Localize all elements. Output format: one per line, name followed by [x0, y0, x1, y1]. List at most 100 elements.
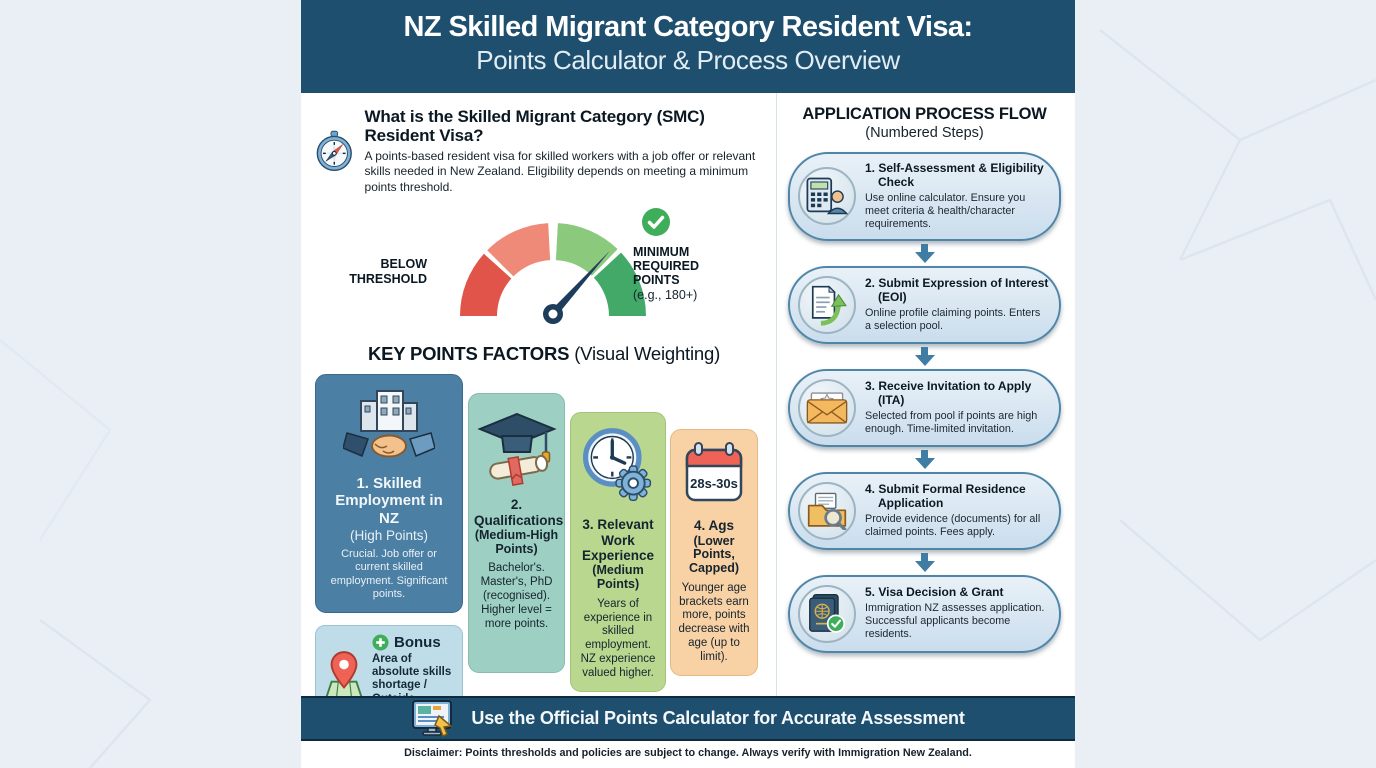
plus-circle-icon	[372, 633, 389, 651]
footer-text: Use the Official Points Calculator for A…	[471, 708, 965, 728]
step-title: 1. Self-Assessment & Eligibility Check	[865, 161, 1044, 189]
bonus-card: Bonus Area of absolute skills shortage /…	[315, 624, 463, 696]
poster-main: What is the Skilled Migrant Category (SM…	[301, 93, 1075, 696]
flow-arrow-down	[788, 243, 1061, 263]
factor-card-skilled-employment: 1. Skilled Employment in NZ (High Points…	[315, 374, 463, 613]
factor-column-1: 1. Skilled Employment in NZ (High Points…	[315, 374, 463, 696]
folder-magnifier-icon	[807, 492, 847, 530]
factor-card-age: 28s-30s 4. Ags (Lower Points, Capped) Yo…	[670, 429, 758, 676]
gauge-dial	[460, 223, 646, 325]
buildings-handshake-icon	[342, 390, 436, 458]
factor-card-qualifications: 2. Qualifications (Medium-High Points) B…	[468, 393, 565, 674]
left-column: What is the Skilled Migrant Category (SM…	[315, 93, 773, 696]
factors-section-heading: KEY POINTS FACTORS (Visual Weighting)	[315, 343, 773, 365]
arrow-head	[914, 354, 935, 366]
step-icon-circle	[798, 584, 856, 643]
step-description: Immigration NZ assesses application. Suc…	[865, 602, 1045, 641]
disclaimer-text: Disclaimer: Points thresholds and polici…	[301, 741, 1075, 768]
step-title: 3. Receive Invitation to Apply (ITA)	[865, 378, 1032, 407]
check-circle-icon	[642, 208, 670, 237]
step-text: 1. Self-Assessment & Eligibility Check U…	[865, 161, 1049, 231]
footer-banner: Use the Official Points Calculator for A…	[301, 696, 1075, 741]
right-column: APPLICATION PROCESS FLOW (Numbered Steps…	[776, 93, 1061, 696]
points-gauge: BELOW THRESHOLD	[315, 205, 773, 335]
intro-text: What is the Skilled Migrant Category (SM…	[365, 107, 773, 195]
bonus-body: Area of absolute skills shortage / Outsi…	[372, 652, 452, 696]
arrow-stem	[921, 346, 928, 355]
process-steps: 1. Self-Assessment & Eligibility Check U…	[788, 152, 1061, 653]
step-description: Selected from pool if points are high en…	[865, 409, 1038, 435]
step-icon-circle	[798, 378, 856, 437]
bonus-title-row: Bonus	[372, 634, 455, 651]
bonus-text: Bonus Area of absolute skills shortage /…	[372, 634, 455, 696]
gauge-pass-block: MINIMUM REQUIRED POINTS (e.g., 180+)	[633, 207, 737, 302]
step-description: Use online calculator. Ensure you meet c…	[865, 191, 1026, 230]
factor-subtitle: (High Points)	[349, 527, 429, 543]
step-icon-circle	[798, 167, 856, 226]
arrow-head	[914, 251, 935, 263]
intro-heading: What is the Skilled Migrant Category (SM…	[364, 107, 705, 146]
graduation-cap-scroll-icon	[477, 413, 557, 487]
intro-section: What is the Skilled Migrant Category (SM…	[315, 107, 773, 195]
factors-heading-main: KEY POINTS FACTORS	[367, 343, 570, 365]
factor-subtitle: (Medium-High Points)	[474, 527, 559, 556]
factor-title: 1. Skilled Employment in NZ	[335, 475, 443, 527]
factor-subtitle: (Medium Points)	[592, 563, 644, 592]
calendar-age-range: 28s-30s	[690, 476, 738, 491]
step-title: 5. Visa Decision & Grant	[865, 585, 1004, 600]
arrow-stem	[921, 552, 928, 561]
intro-body: A points-based resident visa for skilled…	[364, 149, 756, 194]
infographic-poster: NZ Skilled Migrant Category Resident Vis…	[301, 0, 1075, 768]
step-text: 3. Receive Invitation to Apply (ITA) Sel…	[865, 378, 1049, 436]
document-arrow-icon	[811, 285, 847, 326]
process-flow-subheading: (Numbered Steps)	[865, 125, 984, 141]
step-description: Provide evidence (documents) for all cla…	[865, 512, 1041, 538]
flow-arrow-down	[788, 449, 1061, 469]
gauge-needle	[550, 250, 610, 317]
step-text: 2. Submit Expression of Interest (EOI) O…	[865, 275, 1049, 333]
poster-header: NZ Skilled Migrant Category Resident Vis…	[301, 0, 1075, 93]
process-step-4: 4. Submit Formal Residence Application P…	[788, 471, 1061, 550]
flow-arrow-down	[788, 552, 1061, 572]
factor-body: Crucial. Job offer or current skilled em…	[330, 547, 448, 601]
factor-body: Years of experience in skilled employmen…	[580, 597, 656, 679]
step-icon-circle	[798, 275, 856, 334]
gauge-minimum-points-label: MINIMUM REQUIRED POINTS	[633, 245, 699, 288]
gauge-below-threshold-label: BELOW THRESHOLD	[349, 257, 427, 286]
step-title: 4. Submit Formal Residence Application	[865, 481, 1026, 510]
arrow-head	[914, 560, 935, 572]
arrow-stem	[921, 449, 928, 458]
process-step-3: 3. Receive Invitation to Apply (ITA) Sel…	[788, 368, 1061, 447]
envelope-star-icon	[806, 392, 848, 424]
gauge-example-points: (e.g., 180+)	[633, 288, 698, 303]
arrow-head	[914, 457, 935, 469]
factor-body: Bachelor's. Master's, PhD (recognised). …	[480, 562, 553, 630]
compass-icon	[316, 130, 352, 171]
step-icon-circle	[798, 481, 856, 540]
map-pin-icon	[325, 651, 363, 696]
step-description: Online profile claiming points. Enters a…	[865, 306, 1041, 332]
process-step-2: 2. Submit Expression of Interest (EOI) O…	[788, 265, 1061, 344]
step-text: 4. Submit Formal Residence Application P…	[865, 481, 1049, 539]
passport-check-icon	[809, 593, 846, 633]
factor-title: 2. Qualifications	[474, 497, 564, 528]
process-step-5: 5. Visa Decision & Grant Immigration NZ …	[788, 574, 1061, 653]
bonus-title: Bonus	[394, 633, 441, 651]
step-title: 2. Submit Expression of Interest (EOI)	[865, 275, 1049, 304]
step-text: 5. Visa Decision & Grant Immigration NZ …	[865, 585, 1049, 641]
factor-subtitle: (Lower Points, Capped)	[689, 533, 739, 576]
calculator-person-icon	[806, 177, 848, 215]
poster-title: NZ Skilled Migrant Category Resident Vis…	[403, 11, 974, 43]
factor-body: Younger age brackets earn more, points d…	[678, 581, 750, 663]
monitor-cursor-icon	[412, 699, 454, 737]
factors-heading-qualifier: (Visual Weighting)	[569, 343, 721, 365]
factor-card-work-experience: 3. Relevant Work Experience (Medium Poin…	[570, 412, 666, 692]
clock-gear-icon	[583, 428, 652, 502]
calendar-icon: 28s-30s	[685, 442, 743, 502]
process-flow-heading: APPLICATION PROCESS FLOW	[802, 105, 1047, 123]
arrow-stem	[921, 243, 928, 252]
flow-arrow-down	[788, 346, 1061, 366]
process-step-1: 1. Self-Assessment & Eligibility Check U…	[788, 152, 1061, 241]
